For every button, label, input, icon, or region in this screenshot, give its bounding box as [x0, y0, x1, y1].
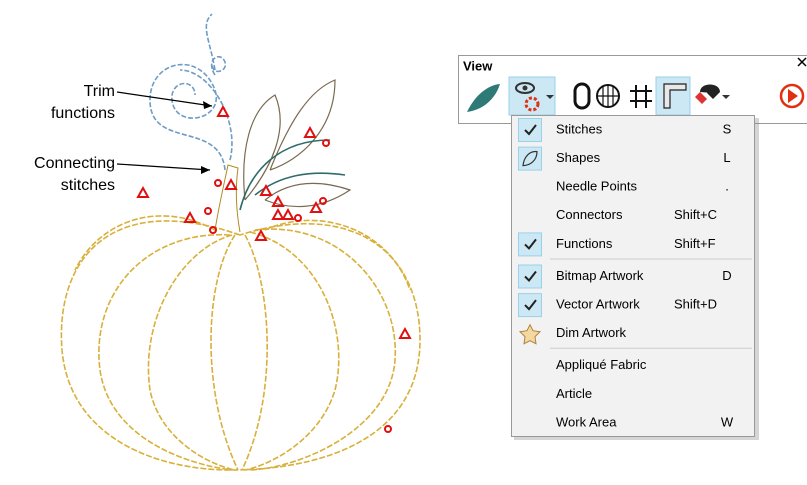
menu-item-shortcut: W [721, 414, 734, 429]
menu-item-label: Needle Points [556, 179, 637, 194]
menu-item[interactable]: Appliqué Fabric [556, 357, 647, 372]
toolbar-title: View [463, 58, 493, 73]
menu-item-label: Vector Artwork [556, 297, 640, 312]
menu-item-shortcut: . [725, 179, 729, 194]
callout-text: Connecting [34, 155, 115, 172]
menu-item-label: Shapes [556, 150, 601, 165]
menu-item[interactable]: Article [556, 386, 592, 401]
callout-text: Trim [84, 83, 115, 100]
menu-item-label: Stitches [556, 121, 603, 136]
eye-icon [523, 86, 528, 91]
menu-item-shortcut: Shift+F [674, 236, 716, 251]
check-box [519, 119, 542, 142]
toolbar: View [459, 56, 807, 124]
embroidery-design [61, 14, 420, 470]
screen: Trim functions Connecting stitches View … [0, 0, 807, 485]
arrow [117, 92, 212, 106]
menu-item-label: Dim Artwork [556, 325, 627, 340]
arrow [117, 164, 210, 170]
menu-item-shortcut: L [723, 150, 730, 165]
callout-text: stitches [61, 177, 115, 194]
arrowhead [201, 166, 210, 174]
menu-item-label: Bitmap Artwork [556, 268, 644, 283]
check-box [519, 233, 542, 256]
check-box [519, 147, 542, 170]
callout-text: functions [51, 105, 115, 122]
arrowhead [203, 101, 212, 109]
menu-item-shortcut: D [722, 268, 731, 283]
menu-item-shortcut: S [723, 121, 732, 136]
menu-item-shortcut: Shift+C [674, 207, 717, 222]
check-box [519, 294, 542, 317]
menu-item-label: Connectors [556, 207, 623, 222]
function-markers [138, 107, 410, 432]
menu-item-label: Work Area [556, 414, 617, 429]
menu-item-label: Appliqué Fabric [556, 357, 647, 372]
callouts: Trim functions Connecting stitches [34, 83, 212, 194]
menu-item-label: Functions [556, 236, 613, 251]
rulers-tool[interactable] [656, 77, 690, 115]
menu-item-shortcut: Shift+D [674, 297, 717, 312]
check-box [519, 265, 542, 288]
menu-item-label: Article [556, 386, 592, 401]
